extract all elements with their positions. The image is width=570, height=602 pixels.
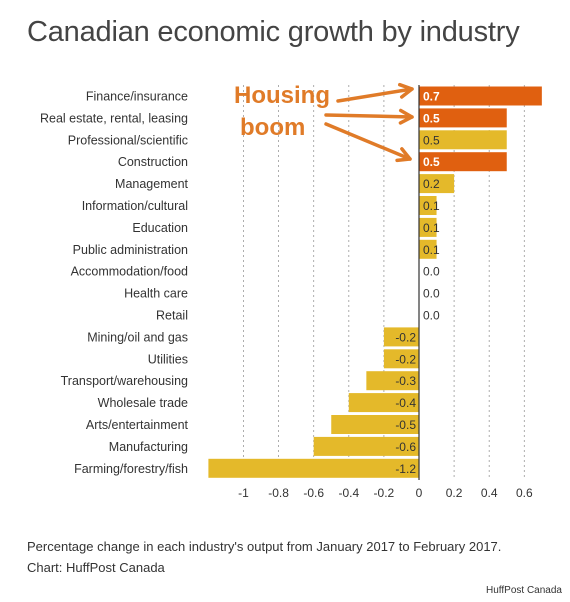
category-label-6: Information/cultural — [82, 199, 188, 213]
category-label-16: Arts/entertainment — [86, 418, 189, 432]
arrow-construction — [324, 122, 412, 161]
value-label-10: 0.0 — [423, 287, 440, 301]
category-label-15: Wholesale trade — [98, 396, 188, 410]
value-label-13: -0.2 — [395, 352, 416, 366]
value-label-6: 0.1 — [423, 199, 440, 213]
bar-12 — [383, 327, 419, 347]
bar-18 — [208, 458, 419, 478]
value-label-2: 0.5 — [423, 111, 440, 125]
x-tick-label-2: -0.6 — [303, 486, 324, 500]
x-tick-label-7: 0.4 — [481, 486, 498, 500]
value-label-8: 0.1 — [423, 243, 440, 257]
category-label-10: Health care — [124, 287, 188, 301]
arrow-finance — [336, 87, 414, 103]
value-label-3: 0.5 — [423, 133, 440, 147]
bar-chart: Finance/insurance 0.7 Real estate, rental,… — [40, 82, 542, 500]
bar-16 — [331, 415, 419, 434]
image-credit: HuffPost Canada — [486, 585, 562, 596]
arrow-finance-head — [397, 82, 414, 99]
value-label-17: -0.6 — [395, 440, 416, 454]
bar-5 — [419, 174, 455, 194]
value-label-7: 0.1 — [423, 221, 440, 235]
bar-17 — [313, 436, 419, 456]
category-label-18: Farming/forestry/fish — [74, 462, 188, 476]
category-label-12: Mining/oil and gas — [87, 330, 188, 344]
value-label-1: 0.7 — [423, 90, 440, 104]
x-tick-label-5: 0 — [416, 486, 423, 500]
x-tick-label-4: -0.2 — [374, 486, 395, 500]
value-label-5: 0.2 — [423, 177, 440, 191]
value-label-4: 0.5 — [423, 155, 440, 169]
arrow-real-estate — [324, 113, 414, 119]
category-label-4: Construction — [118, 155, 188, 169]
x-tick-label-6: 0.2 — [446, 486, 463, 500]
value-label-16: -0.5 — [395, 418, 416, 432]
arrow-construction-head — [395, 147, 412, 163]
x-tick-label-8: 0.6 — [516, 486, 533, 500]
category-label-2: Real estate, rental, leasing — [40, 111, 188, 125]
category-label-17: Manufacturing — [109, 440, 188, 454]
bar-1 — [419, 86, 542, 106]
bar-15 — [348, 393, 419, 413]
chart-title: Canadian economic growth by industry — [27, 16, 520, 48]
category-label-1: Finance/insurance — [86, 90, 188, 104]
value-label-12: -0.2 — [395, 330, 416, 344]
value-label-14: -0.3 — [395, 374, 416, 388]
bar-6 — [419, 196, 437, 215]
caption-source: Chart: HuffPost Canada — [27, 560, 165, 575]
annotation-boom: boom — [240, 114, 305, 141]
value-label-18: -1.2 — [395, 462, 416, 476]
bar-3 — [419, 130, 507, 150]
value-label-9: 0.0 — [423, 265, 440, 279]
x-tick-label-3: -0.4 — [338, 486, 359, 500]
annotation-housing: Housing — [234, 82, 330, 109]
bar-4 — [419, 152, 507, 172]
category-label-7: Education — [132, 221, 188, 235]
chart-caption: Percentage change in each industry's out… — [27, 536, 501, 578]
bar-2 — [419, 108, 507, 128]
category-label-13: Utilities — [148, 352, 188, 366]
category-label-11: Retail — [156, 309, 188, 323]
category-label-5: Management — [115, 177, 188, 191]
x-tick-label-0: -1 — [238, 486, 249, 500]
bar-8 — [419, 239, 437, 259]
caption-description: Percentage change in each industry's out… — [27, 539, 502, 554]
bar-7 — [419, 217, 437, 237]
category-label-9: Accommodation/food — [71, 265, 188, 279]
category-label-3: Professional/scientific — [68, 133, 188, 147]
x-tick-label-1: -0.8 — [268, 486, 289, 500]
arrow-real-estate-head — [398, 108, 414, 125]
category-label-8: Public administration — [73, 243, 188, 257]
value-label-11: 0.0 — [423, 309, 440, 323]
category-label-14: Transport/warehousing — [61, 374, 188, 388]
value-label-15: -0.4 — [395, 396, 416, 410]
bar-13 — [383, 349, 419, 369]
bar-14 — [366, 371, 419, 391]
